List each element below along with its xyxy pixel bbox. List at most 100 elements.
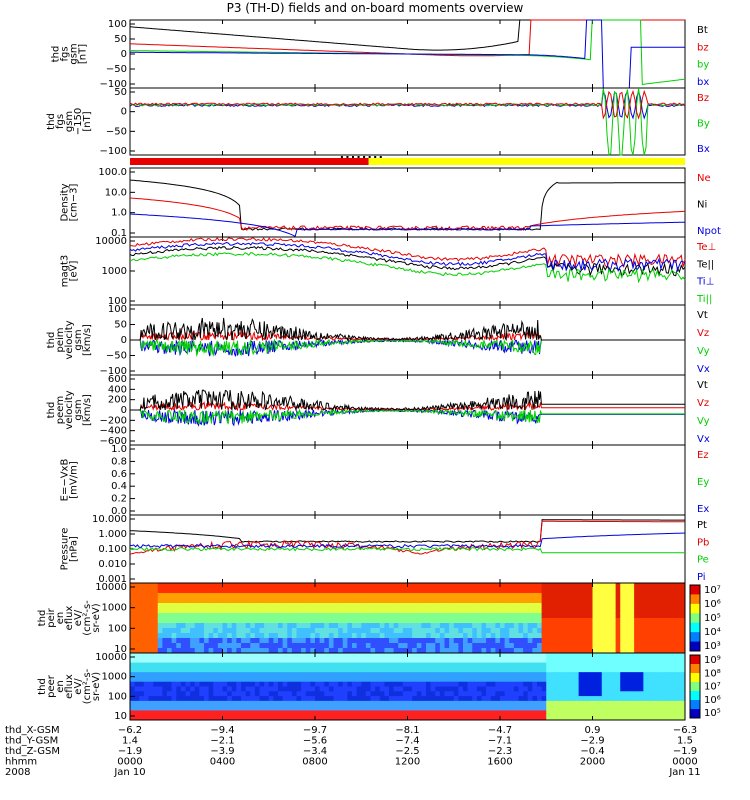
heatmap-cell [296,710,302,716]
heatmap-cell [416,633,422,639]
heatmap-cell [495,648,501,654]
heatmap-cell [439,603,445,609]
heatmap-cell [259,613,265,619]
heatmap-cell [259,583,265,589]
heatmap-cell [671,593,677,599]
heatmap-cell [268,691,274,697]
heatmap-cell [167,676,173,683]
heatmap-cell [310,676,316,683]
heatmap-cell [416,588,422,594]
heatmap-cell [393,633,399,639]
heatmap-cell [537,608,543,614]
heatmap-cell [467,593,473,599]
heatmap-cell [245,672,251,678]
mode-flag-mark [379,156,382,158]
heatmap-cell [550,686,556,692]
heatmap-cell [398,643,404,649]
heatmap-cell [615,608,621,614]
heatmap-cell [472,648,478,654]
heatmap-cell [342,691,348,697]
heatmap-cell [523,608,529,614]
heatmap-cell [296,653,302,659]
heatmap-cell [352,608,358,614]
heatmap-cell [231,696,237,702]
heatmap-cell [407,603,413,609]
heatmap-cell [153,623,159,629]
heatmap-cell [254,653,260,659]
heatmap-cell [167,710,173,716]
heatmap-cell [157,676,163,683]
heatmap-cell [338,618,344,624]
heatmap-cell [268,672,274,678]
heatmap-cell [310,667,316,673]
heatmap-cell [504,608,510,614]
heatmap-cell [282,643,288,649]
heatmap-cell [268,603,274,609]
y-tick-label: 0 [121,405,127,416]
y-axis-label: thd [46,113,57,130]
trace-pt [130,519,685,543]
heatmap-cell [643,681,649,687]
heatmap-cell [315,676,321,683]
heatmap-cell [444,598,450,604]
heatmap-cell [264,588,270,594]
heatmap-cell [301,608,307,614]
heatmap-cell [143,700,149,707]
heatmap-cell [430,681,436,687]
heatmap-cell [476,676,482,683]
heatmap-cell [453,657,459,664]
colorbar-label: 10⁵ [704,708,721,719]
heatmap-cell [278,643,284,649]
heatmap-cell [624,676,630,683]
heatmap-cell [412,628,418,634]
heatmap-cell [569,705,575,711]
heatmap-cell [541,598,547,604]
heatmap-cell [296,628,302,634]
heatmap-cell [379,643,385,649]
heatmap-cell [227,638,233,644]
heatmap-cell [278,691,284,697]
heatmap-cell [347,676,353,683]
heatmap-cell [324,676,330,683]
footer-value: −4.7 [488,725,512,736]
heatmap-cell [324,657,330,664]
heatmap-cell [592,667,598,673]
heatmap-cell [467,608,473,614]
heatmap-cell [550,593,556,599]
heatmap-cell [412,686,418,692]
heatmap-cell [587,653,593,659]
heatmap-cell [162,662,168,668]
heatmap-cell [241,653,247,659]
colorbar-band [690,673,700,683]
heatmap-cell [199,686,205,692]
heatmap-cell [597,696,603,702]
heatmap-cell [527,696,533,702]
heatmap-cell [157,653,163,659]
heatmap-cell [518,583,524,589]
y-tick-label: 50 [114,320,127,331]
y-tick-label: 0.2 [111,494,127,505]
heatmap-cell [509,705,515,711]
heatmap-cell [546,653,552,659]
heatmap-cell [513,667,519,673]
heatmap-cell [171,681,177,687]
heatmap-cell [495,623,501,629]
heatmap-cell [407,653,413,659]
heatmap-cell [259,608,265,614]
heatmap-cell [254,633,260,639]
heatmap-cell [523,643,529,649]
heatmap-cell [157,593,163,599]
heatmap-cell [550,583,556,589]
heatmap-cell [444,603,450,609]
legend-entry: Vy [697,416,710,427]
heatmap-cell [319,705,325,711]
heatmap-cell [254,648,260,654]
heatmap-cell [134,657,140,664]
heatmap-cell [185,603,191,609]
heatmap-cell [291,653,297,659]
heatmap-cell [338,691,344,697]
heatmap-cell [398,623,404,629]
heatmap-cell [426,686,432,692]
heatmap-cell [634,593,640,599]
heatmap-cell [574,676,580,683]
